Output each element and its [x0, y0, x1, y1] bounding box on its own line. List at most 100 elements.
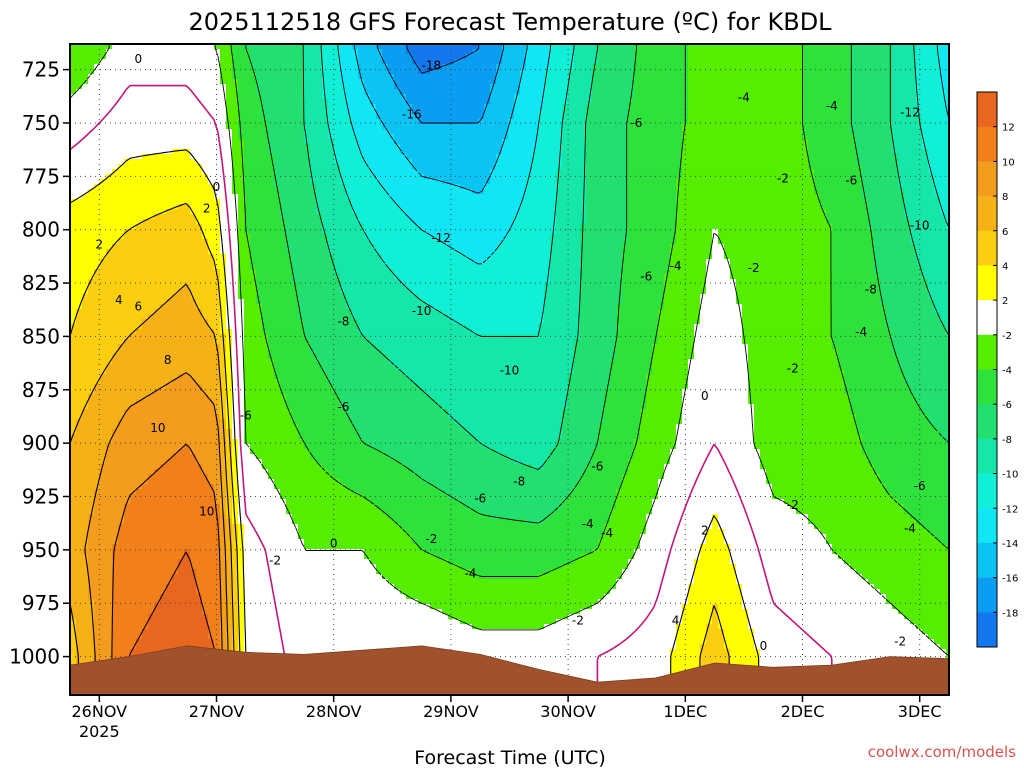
y-tick-label: 1000 [9, 645, 60, 669]
contour-label: -4 [601, 526, 613, 540]
y-tick-label: 925 [22, 484, 60, 508]
terrain [70, 645, 949, 695]
colorbar-label: -10 [1002, 470, 1018, 481]
contour-label: -10 [500, 364, 520, 378]
colorbar-swatch [977, 161, 997, 197]
contour-label: -2 [777, 171, 789, 185]
contour-label: -2 [425, 532, 437, 546]
contour-label: 2 [701, 524, 709, 538]
x-tick-label: 3DEC [898, 702, 942, 721]
contour-label: -12 [431, 231, 451, 245]
chart-title: 2025112518 GFS Forecast Temperature (ºC)… [188, 8, 832, 36]
y-axis: 725 750 775 800 825 850 875 900 925 950 975 1000 [9, 58, 70, 669]
y-tick-label: 750 [22, 111, 60, 135]
contour-label: 4 [115, 293, 123, 307]
colorbar-label: -14 [1002, 539, 1018, 550]
x-tick-label: 29NOV [423, 702, 479, 721]
x-tick-sublabel: 2025 [79, 722, 120, 741]
contour-label: -16 [402, 107, 422, 121]
contour-label: 6 [135, 300, 143, 314]
contour-label: -4 [826, 99, 838, 113]
contour-label: 10 [199, 504, 214, 518]
credit-text: coolwx.com/models [868, 743, 1016, 761]
contour-label: 2 [95, 238, 103, 252]
contour-label: 0 [330, 536, 338, 550]
contour-label: -6 [474, 492, 486, 506]
contour-label: 0 [213, 180, 221, 194]
contour-label: -2 [894, 635, 906, 649]
contour-label: -4 [464, 566, 476, 580]
contour-label: 2 [203, 201, 211, 215]
x-axis-title: Forecast Time (UTC) [414, 747, 605, 768]
contour-label: -6 [337, 400, 349, 414]
y-tick-label: 875 [22, 378, 60, 402]
isotherm--6 [245, 44, 949, 524]
x-tick-label: 30NOV [540, 702, 596, 721]
colorbar-swatch [977, 438, 997, 474]
isotherm--8 [302, 44, 949, 470]
colorbar-swatch [977, 404, 997, 440]
y-tick-label: 950 [22, 538, 60, 562]
colorbar-swatch [977, 300, 997, 336]
contour-label: -6 [640, 270, 652, 284]
grid [70, 44, 949, 695]
contour-label: -6 [591, 460, 603, 474]
colorbar-swatch [977, 508, 997, 544]
colorbar-swatch [977, 369, 997, 405]
isotherm--14 [354, 44, 528, 194]
terrain-surface [70, 645, 949, 695]
contour-label: -4 [582, 517, 594, 531]
colorbar-label: -12 [1002, 504, 1018, 515]
colorbar: 12 10 8 6 4 2 -2 -4 -6 -8 -10 -12 -14 -16 -18 [976, 91, 1018, 648]
isotherm--12 [337, 44, 949, 265]
colorbar-label: 12 [1002, 123, 1015, 134]
x-tick-label: 27NOV [189, 702, 245, 721]
y-tick-label: 775 [22, 164, 60, 188]
plot-frame [69, 43, 950, 696]
colorbar-swatch [977, 126, 997, 162]
contour-label: 4 [672, 613, 680, 627]
x-tick-label: 26NOV [72, 702, 128, 721]
contour-label: -12 [900, 105, 920, 119]
contour-label: 10 [150, 421, 165, 435]
contour-label: -4 [855, 325, 867, 339]
contour-label: -8 [337, 314, 349, 328]
colorbar-label: 6 [1002, 227, 1008, 238]
y-tick-label: 825 [22, 271, 60, 295]
colorbar-swatch [977, 92, 997, 127]
contour-label: 0 [701, 389, 709, 403]
isotherm--18 [406, 44, 480, 74]
isotherm--16 [377, 44, 505, 124]
contour-label: -8 [513, 475, 525, 489]
colorbar-label: -4 [1002, 366, 1012, 377]
y-tick-label: 850 [22, 324, 60, 348]
contour-label: -6 [240, 408, 252, 422]
isotherm--10 [320, 44, 949, 338]
contour-label: -4 [904, 522, 916, 536]
colorbar-swatch [977, 196, 997, 232]
contour-label: -10 [910, 218, 930, 232]
colorbar-label: 4 [1002, 261, 1008, 272]
colorbar-swatch [977, 612, 997, 648]
contour-label: -4 [670, 259, 682, 273]
contour-label: -6 [630, 116, 642, 130]
contour-label: -18 [422, 58, 442, 72]
colorbar-label: 8 [1002, 192, 1008, 203]
isotherm-6 [70, 283, 235, 695]
colorbar-label: -16 [1002, 574, 1018, 585]
contour-label: 0 [135, 52, 143, 66]
contour-label: -6 [914, 479, 926, 493]
contour-label: -8 [865, 282, 877, 296]
x-tick-label: 2DEC [781, 702, 825, 721]
colorbar-label: -2 [1002, 331, 1012, 342]
contour-label: -2 [787, 361, 799, 375]
contour-label: 8 [164, 353, 172, 367]
colorbar-swatch [977, 577, 997, 613]
y-tick-label: 975 [22, 591, 60, 615]
colorbar-swatch [977, 473, 997, 509]
colorbar-swatch [977, 334, 997, 370]
contour-label: 0 [760, 639, 768, 653]
